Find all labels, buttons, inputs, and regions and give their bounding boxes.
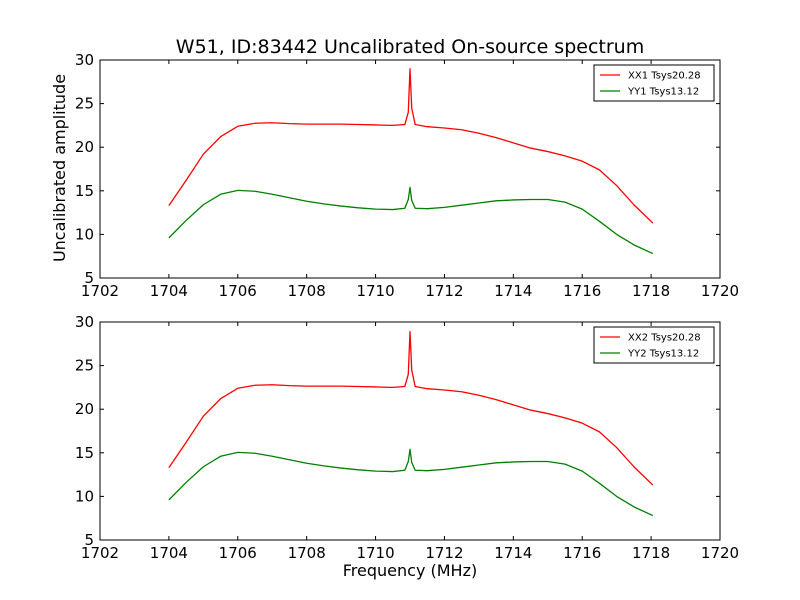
y-tick-label: 20 (75, 400, 94, 418)
axes-frame (99, 59, 721, 279)
x-tick-label: 1706 (219, 544, 257, 562)
y-tick-label: 15 (75, 182, 94, 200)
y-tick-label: 5 (84, 531, 94, 549)
x-tick-label: 1718 (632, 544, 670, 562)
chart-title: W51, ID:83442 Uncalibrated On-source spe… (176, 36, 644, 58)
x-tick-label: 1716 (563, 282, 601, 300)
y-tick-label: 20 (75, 138, 94, 156)
y-axis-label: Uncalibrated amplitude (50, 74, 69, 262)
axes-frame (99, 321, 721, 541)
series-line-yy-panel-1 (168, 186, 654, 255)
x-tick-label: 1714 (494, 282, 532, 300)
y-tick-label: 10 (75, 487, 94, 505)
legend-entry: YY2 Tsys13.12 (627, 349, 699, 360)
legend-entry: YY1 Tsys13.12 (627, 87, 699, 98)
y-tick-label: 10 (75, 225, 94, 243)
legend-box (593, 326, 715, 364)
series-line-xx-panel-1 (168, 68, 654, 224)
y-tick-label: 30 (75, 313, 94, 331)
x-tick-label: 1704 (150, 282, 188, 300)
x-tick-label: 1702 (81, 282, 119, 300)
series-line-xx-panel-2 (168, 330, 654, 486)
y-tick-label: 15 (75, 444, 94, 462)
series-line-yy-panel-2 (168, 448, 654, 517)
x-tick-label: 1708 (288, 544, 326, 562)
x-tick-label: 1706 (219, 282, 257, 300)
legend: XX1 Tsys20.28 YY1 Tsys13.12 (593, 64, 715, 102)
x-tick-label: 1710 (356, 544, 394, 562)
top-subplot: 1702 1704 1706 1708 1710 1712 1714 1716 1718 1720… (75, 51, 739, 300)
y-tick-label: 30 (75, 51, 94, 69)
x-tick-label: 1712 (425, 544, 463, 562)
x-tick-label: 1718 (632, 282, 670, 300)
x-tick-label: 1714 (494, 544, 532, 562)
y-tick-label: 25 (75, 357, 94, 375)
legend-entry: XX2 Tsys20.28 (628, 333, 701, 344)
x-tick-label: 1720 (701, 544, 739, 562)
x-tick-label: 1720 (701, 282, 739, 300)
y-tick-label: 5 (84, 269, 94, 287)
legend: XX2 Tsys20.28 YY2 Tsys13.12 (593, 326, 715, 364)
x-axis-label: Frequency (MHz) (343, 561, 477, 580)
y-tick-label: 25 (75, 95, 94, 113)
x-tick-label: 1712 (425, 282, 463, 300)
x-tick-label: 1708 (288, 282, 326, 300)
x-tick-label: 1704 (150, 544, 188, 562)
legend-box (593, 64, 715, 102)
x-tick-label: 1702 (81, 544, 119, 562)
legend-entry: XX1 Tsys20.28 (628, 71, 701, 82)
x-tick-label: 1710 (356, 282, 394, 300)
x-tick-label: 1716 (563, 544, 601, 562)
bottom-subplot: 1702 1704 1706 1708 1710 1712 1714 1716 1718 1720… (75, 313, 739, 562)
